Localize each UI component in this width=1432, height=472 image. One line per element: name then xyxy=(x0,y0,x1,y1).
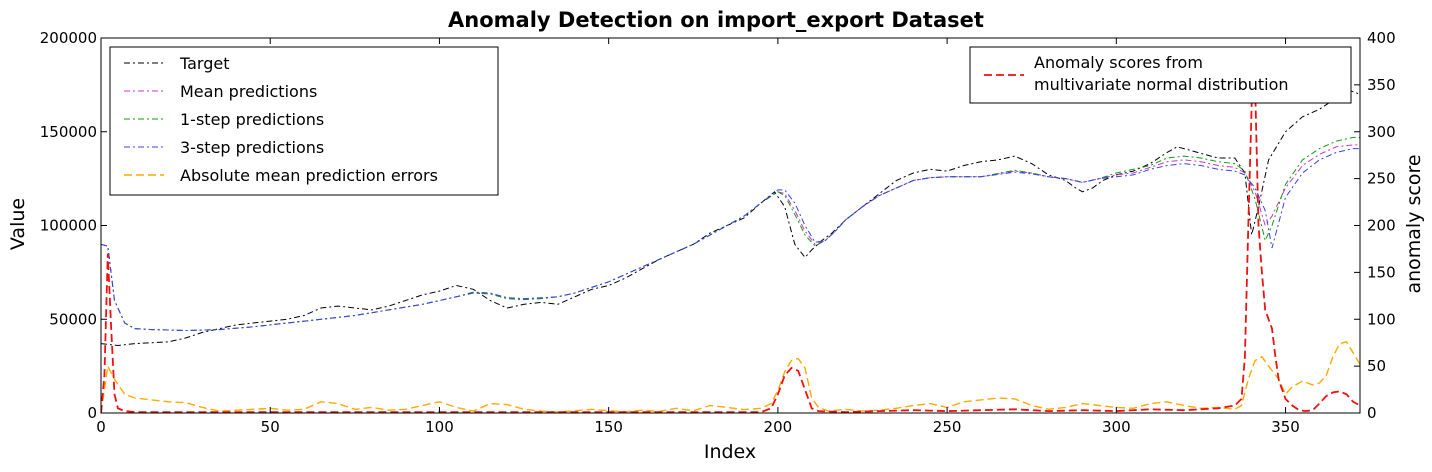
y2-tick-label: 0 xyxy=(1367,404,1377,422)
series-line-3-step-predictions xyxy=(101,148,1360,332)
legend-box xyxy=(969,46,1352,104)
y2-tick-label: 350 xyxy=(1367,76,1396,94)
y2-tick-label: 100 xyxy=(1367,310,1396,328)
y-tick-label: 200000 xyxy=(40,29,97,47)
x-axis-label: Index xyxy=(704,441,756,463)
x-tick-label: 200 xyxy=(764,418,793,436)
y2-tick-label: 400 xyxy=(1367,29,1396,47)
y-tick-label: 50000 xyxy=(49,310,97,328)
x-tick-label: 150 xyxy=(594,418,623,436)
legend-box xyxy=(109,46,499,196)
series-layer xyxy=(101,84,1360,413)
series-line-mean-predictions xyxy=(101,144,1360,332)
legend-label-mean-predictions: Mean predictions xyxy=(180,82,317,101)
legend-label-1-step-predictions: 1-step predictions xyxy=(180,110,324,129)
legend-label-anomaly-scores-from-multivariate-normal-distribution: Anomaly scores from multivariate normal d… xyxy=(1034,53,1289,94)
ticks-layer: 0 50 100 150 200 250 300 350 0 50000 100000 150000 2… xyxy=(40,29,1396,436)
y2-tick-label: 150 xyxy=(1367,263,1396,281)
y2-axis-label: anomaly score xyxy=(1403,154,1425,293)
x-tick-label: 100 xyxy=(425,418,454,436)
series-line-anomaly-scores-from-multivariate-normal-distribution xyxy=(101,84,1360,413)
legend-label-3-step-predictions: 3-step predictions xyxy=(180,138,324,157)
x-tick-label: 350 xyxy=(1271,418,1300,436)
x-tick-label: 50 xyxy=(261,418,280,436)
y2-tick-label: 200 xyxy=(1367,217,1396,235)
series-line-absolute-mean-prediction-errors xyxy=(101,340,1360,413)
y-tick-label: 0 xyxy=(87,404,97,422)
chart-title: Anomaly Detection on import_export Datas… xyxy=(448,8,984,32)
x-tick-label: 0 xyxy=(96,418,106,436)
legend-left: Target Mean predictions 1-step predictions… xyxy=(109,46,499,196)
y2-tick-label: 250 xyxy=(1367,170,1396,188)
x-tick-label: 250 xyxy=(933,418,962,436)
legend-right: Anomaly scores from multivariate normal d… xyxy=(969,46,1352,104)
x-tick-label: 300 xyxy=(1102,418,1131,436)
y2-tick-label: 50 xyxy=(1367,357,1386,375)
y-axis-label: Value xyxy=(7,198,29,250)
legend-label-absolute-mean-prediction-errors: Absolute mean prediction errors xyxy=(180,166,438,185)
legend-label-target: Target xyxy=(179,54,230,73)
y-tick-label: 100000 xyxy=(40,217,97,235)
series-line-target xyxy=(101,89,1360,347)
y-tick-label: 150000 xyxy=(40,123,97,141)
y2-tick-label: 300 xyxy=(1367,123,1396,141)
